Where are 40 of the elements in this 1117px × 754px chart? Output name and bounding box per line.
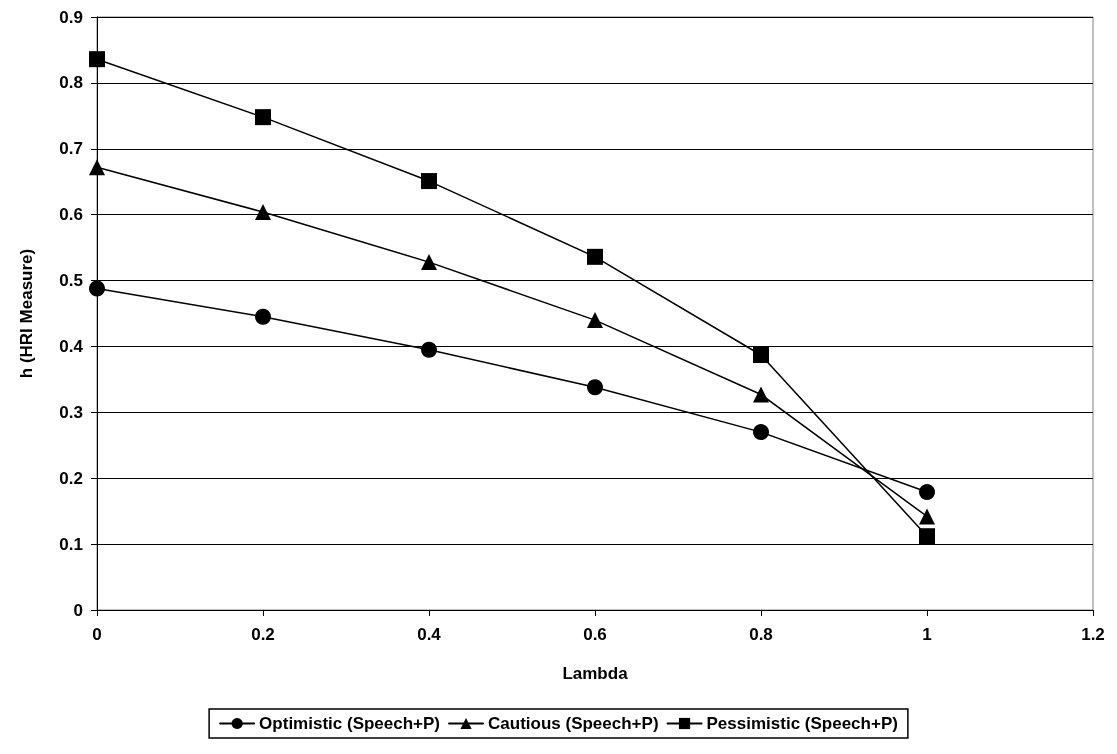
y-axis-title: h (HRI Measure) [17,248,36,379]
point [587,248,603,265]
x-tick-label: 1.2 [1081,625,1105,644]
y-tick-label: 0.1 [59,534,83,554]
x-tick-label: 0.2 [251,625,275,644]
point [753,386,769,403]
point [753,424,769,441]
x-axis-title: Lambda [562,664,629,683]
point [421,341,437,358]
y-tick-label: 0.7 [59,139,83,159]
y-tick-label: 0.8 [59,73,83,93]
x-tick-label: 0.4 [417,625,442,644]
point [753,347,769,364]
point [89,159,105,176]
point [919,484,935,501]
point [421,173,437,190]
y-tick-label: 0.4 [59,336,84,356]
point [89,51,105,68]
x-tick-label: 0.8 [749,625,773,644]
y-tick-label: 0 [73,600,83,620]
y-tick-label: 0.9 [59,7,83,27]
point [89,280,105,297]
point [255,109,271,126]
legend-label: Optimistic (Speech+P) [259,714,441,733]
point [421,254,437,271]
point [919,508,935,525]
point [587,379,603,396]
x-tick-label: 0 [92,625,102,644]
point [587,312,603,329]
legend-label: Cautious (Speech+P) [488,714,659,733]
y-tick-label: 0.3 [59,402,83,422]
y-tick-label: 0.5 [59,271,83,291]
legend-label: Pessimistic (Speech+P) [706,714,898,733]
point [919,528,935,545]
x-tick-label: 1 [922,625,932,644]
point [255,308,271,325]
point [255,204,271,221]
y-tick-label: 0.6 [59,205,83,225]
x-tick-label: 0.6 [583,625,607,644]
y-tick-label: 0.2 [59,468,83,488]
